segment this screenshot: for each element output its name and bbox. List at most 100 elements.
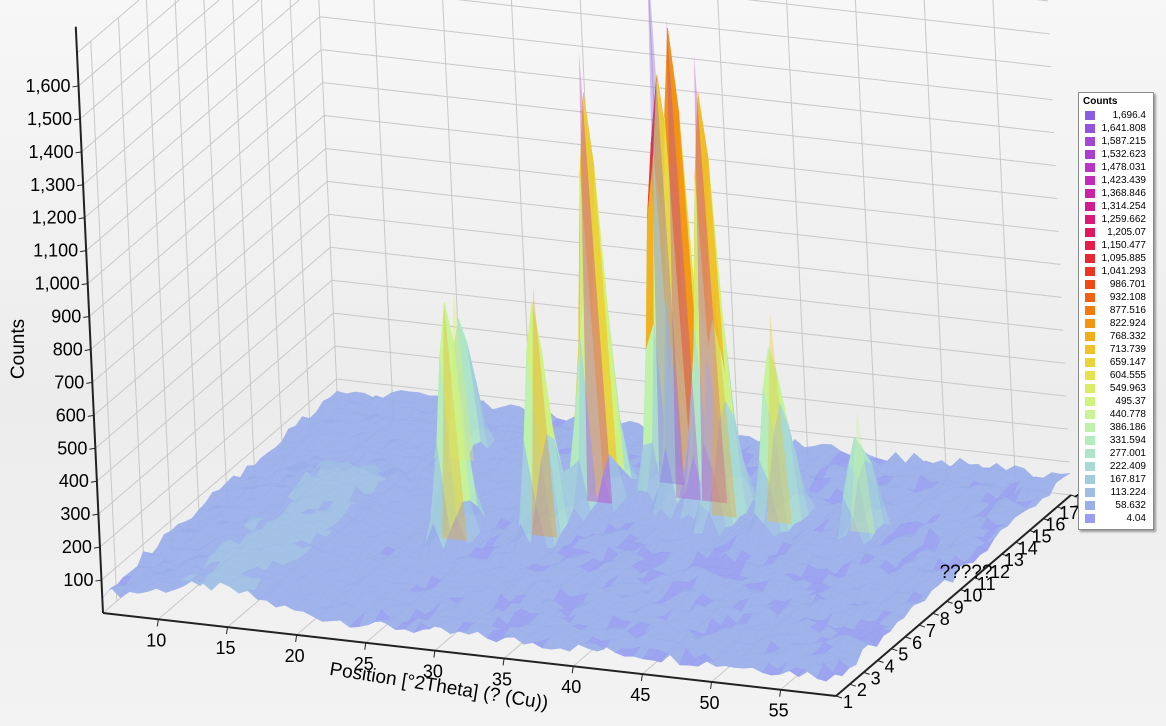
grid-line [289, 0, 311, 436]
legend-entry: 932.108 [1079, 291, 1153, 304]
grid-line [90, 148, 327, 350]
peak-spike [578, 51, 613, 504]
peak-spike [850, 410, 876, 534]
z-tick-label: 3 [871, 668, 881, 688]
y-tick-mark [87, 414, 94, 417]
grid-line [203, 0, 228, 507]
grid-line [76, 0, 140, 54]
y-tick-label: 1,200 [32, 208, 77, 228]
y-tick-label: 1,500 [27, 109, 72, 129]
legend-value: 1,532.623 [1101, 149, 1147, 160]
y-tick-labels: 100 200 300 400 500 600 700 800 900 1,000 1,100 1,2… [25, 76, 102, 590]
x-tick-label: 50 [700, 693, 720, 713]
legend-entries: 1,696.4 1,641.808 1,587.215 1,532.623 1,478.… [1079, 109, 1153, 525]
x-tick-mark [640, 674, 643, 682]
axes [74, 26, 1072, 697]
legend-swatch [1085, 514, 1095, 523]
legend-swatch [1085, 501, 1095, 510]
y-tick-mark [86, 381, 93, 384]
legend-swatch [1085, 462, 1095, 471]
y-tick-mark [93, 546, 101, 549]
legend-swatch [1085, 475, 1095, 484]
legend-entry: 659.147 [1079, 356, 1153, 369]
y-axis-label: Counts [8, 319, 29, 379]
x-tick-mark [156, 619, 159, 627]
z-tick-label: 9 [954, 597, 964, 617]
legend-swatch [1085, 176, 1095, 185]
legend-swatch [1085, 111, 1095, 120]
z-tick-mark [863, 671, 870, 675]
x-tick-mark [295, 634, 298, 642]
x-tick-label: 25 [354, 654, 374, 674]
legend-value: 549.963 [1109, 383, 1146, 394]
grid-line [510, 0, 533, 434]
peak-spike [532, 285, 557, 538]
z-tick-mark [974, 577, 981, 581]
z-tick-mark [849, 683, 856, 687]
peak-spike [666, 18, 701, 501]
peak-spike [648, 0, 685, 486]
legend-value: 440.778 [1109, 409, 1146, 420]
legend-value: 822.924 [1109, 318, 1146, 329]
grid-line [325, 147, 1059, 232]
legend-value: 58.632 [1115, 500, 1146, 511]
surface-mesh [102, 28, 1071, 682]
z-tick-label: 7 [926, 621, 936, 641]
y-tick-mark [90, 480, 97, 483]
legend-swatch [1085, 488, 1095, 497]
z-tick-label: 8 [940, 609, 950, 629]
z-tick-label: 15 [1032, 526, 1052, 546]
grid-line [81, 0, 260, 153]
z-tick-mark [877, 660, 884, 664]
legend-value: 1,423.439 [1101, 175, 1147, 186]
surface-cell [826, 672, 843, 682]
legend-value: 113.224 [1110, 487, 1146, 498]
legend-value: 1,368.846 [1101, 188, 1147, 199]
grid-line [260, 0, 284, 460]
legend-entry: 1,478.031 [1079, 161, 1153, 174]
legend-swatch [1085, 189, 1095, 198]
x-tick-label: 35 [492, 669, 512, 689]
grid-line [93, 213, 330, 416]
legend-swatch [1085, 254, 1095, 263]
legend-entry: 1,041.293 [1079, 265, 1153, 278]
legend-entry: 386.186 [1079, 421, 1153, 434]
y-tick-label: 600 [56, 405, 86, 425]
z-tick-label: 13 [1004, 550, 1024, 570]
legend-value: 768.332 [1109, 331, 1146, 342]
z-tick-mark [835, 695, 843, 699]
grid-line [88, 115, 325, 317]
legend-swatch [1085, 397, 1095, 406]
y-tick-label: 100 [63, 570, 93, 590]
z-tick-mark [1015, 541, 1022, 545]
legend-entry: 549.963 [1079, 382, 1153, 395]
y-axis-line [74, 26, 104, 614]
y-tick-label: 400 [59, 471, 89, 491]
y-tick-mark [80, 250, 87, 253]
grid-line [87, 82, 324, 284]
legend-value: 4.04 [1126, 513, 1146, 524]
grid-line [90, 41, 118, 602]
grid-line [99, 345, 336, 548]
x-tick-mark [433, 650, 436, 658]
x-tick-mark [779, 689, 782, 697]
legend-value: 331.594 [1109, 435, 1146, 446]
grid-line [992, 0, 1017, 489]
legend-entry: 1,587.215 [1079, 135, 1153, 148]
legend-entry: 1,423.439 [1079, 174, 1153, 187]
grid-line [746, 0, 1050, 35]
legend-entry: 1,532.623 [1079, 148, 1153, 161]
grid-line [101, 378, 337, 581]
z-tick-mark [987, 565, 995, 569]
legend-swatch [1085, 436, 1095, 445]
x-tick-mark [571, 666, 574, 674]
legend-value: 1,314.254 [1101, 201, 1147, 212]
legend-value: 1,696.4 [1112, 110, 1146, 121]
y-tick-mark [84, 348, 91, 351]
z-tick-label: 11 [977, 574, 996, 594]
legend-value: 1,095.885 [1101, 253, 1147, 264]
z-axis-label: ????? [940, 562, 993, 583]
x-axis-line [102, 612, 837, 697]
x-tick-mark [364, 642, 367, 650]
